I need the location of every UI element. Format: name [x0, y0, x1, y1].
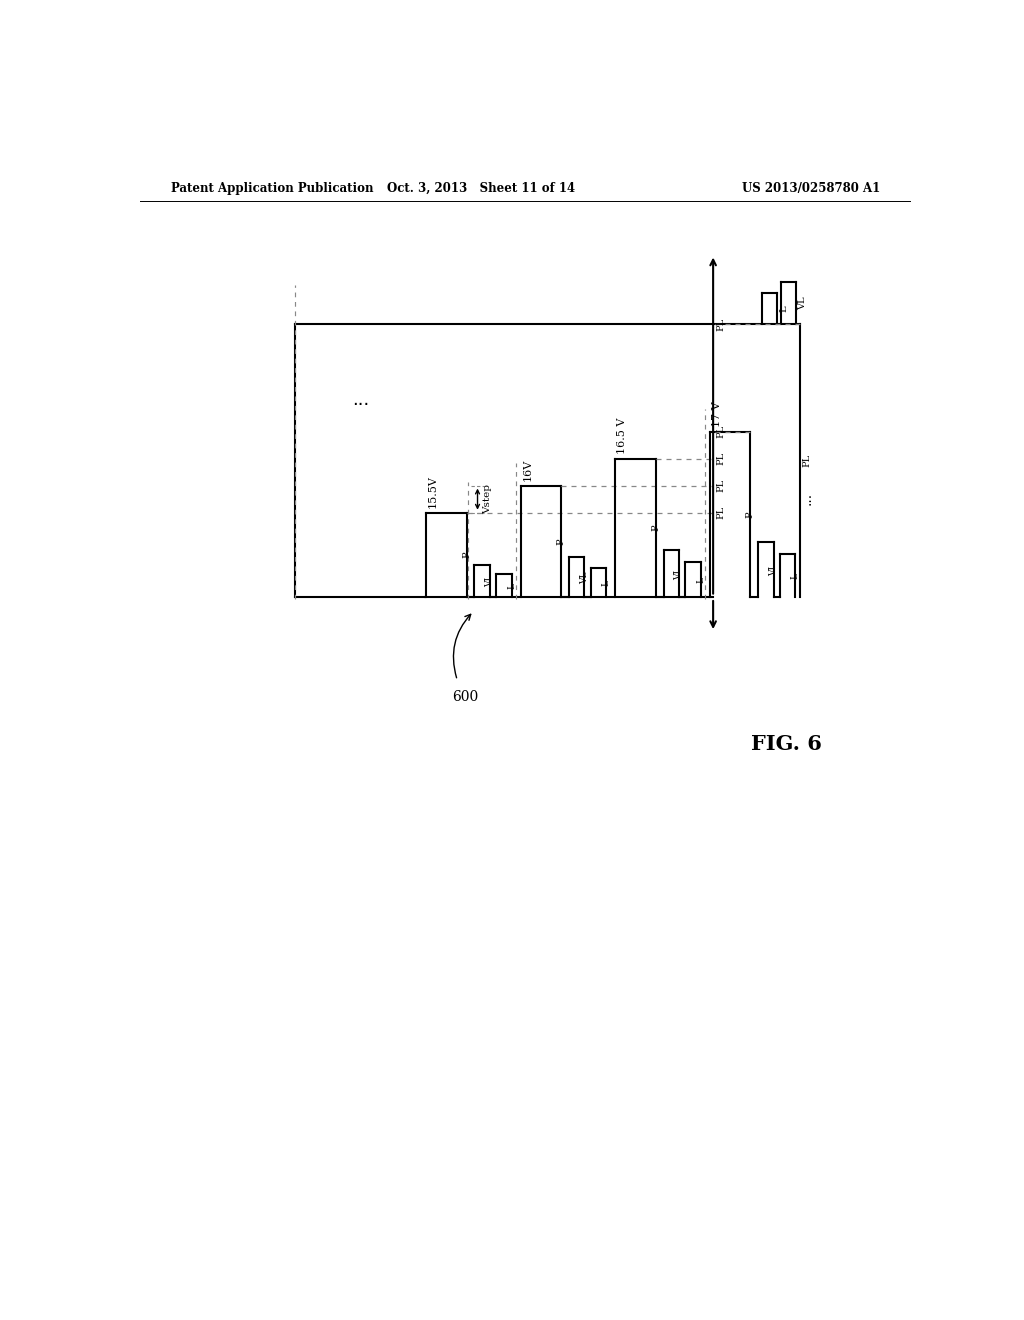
- Text: VL: VL: [769, 564, 778, 576]
- Text: VL: VL: [799, 296, 807, 310]
- Text: PL: PL: [716, 451, 725, 466]
- Text: PL: PL: [716, 425, 725, 438]
- Text: VL: VL: [675, 568, 684, 579]
- Text: FIG. 6: FIG. 6: [752, 734, 822, 754]
- Text: P: P: [462, 552, 471, 558]
- Text: 16V: 16V: [522, 459, 532, 480]
- Text: L: L: [602, 579, 610, 586]
- Text: VL: VL: [485, 576, 495, 587]
- Text: L: L: [696, 577, 706, 582]
- Text: Vstep: Vstep: [483, 484, 492, 513]
- Text: ...: ...: [352, 392, 369, 409]
- Text: P: P: [557, 539, 565, 545]
- Text: PL: PL: [716, 506, 725, 519]
- Text: Patent Application Publication: Patent Application Publication: [171, 182, 373, 194]
- Text: L: L: [779, 305, 788, 312]
- Text: L: L: [507, 582, 516, 589]
- Text: 17 V: 17 V: [712, 401, 722, 428]
- Text: 600: 600: [452, 690, 478, 705]
- Text: VL: VL: [580, 572, 589, 583]
- Text: P: P: [651, 524, 660, 532]
- Text: Oct. 3, 2013   Sheet 11 of 14: Oct. 3, 2013 Sheet 11 of 14: [387, 182, 574, 194]
- Text: L: L: [791, 573, 800, 578]
- Text: PL: PL: [802, 454, 811, 467]
- Text: PL: PL: [716, 479, 725, 492]
- Text: 16.5 V: 16.5 V: [617, 417, 627, 454]
- Text: US 2013/0258780 A1: US 2013/0258780 A1: [741, 182, 880, 194]
- Text: PL: PL: [716, 317, 725, 330]
- Text: ...: ...: [800, 491, 814, 504]
- Text: 15.5V: 15.5V: [428, 475, 438, 508]
- Text: P: P: [745, 511, 755, 517]
